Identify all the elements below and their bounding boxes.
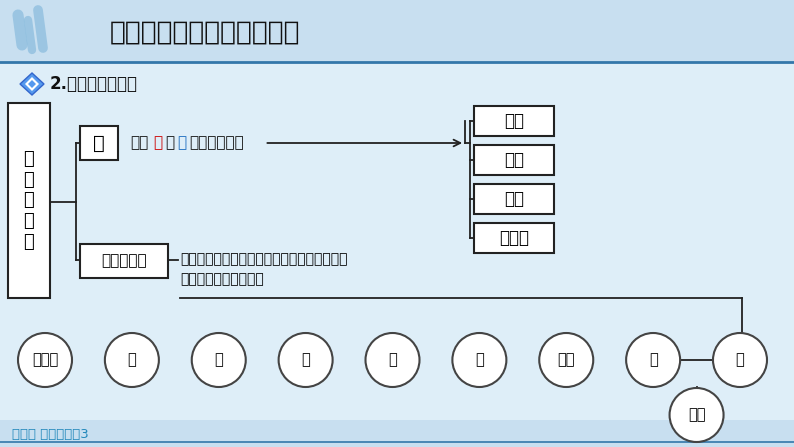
Text: 人教版 选择性必修3: 人教版 选择性必修3 bbox=[12, 429, 89, 442]
Text: 酚: 酚 bbox=[214, 353, 223, 367]
Circle shape bbox=[365, 333, 419, 387]
Text: 元素的有机物: 元素的有机物 bbox=[189, 135, 244, 151]
FancyBboxPatch shape bbox=[8, 103, 50, 298]
Text: 醛: 醛 bbox=[388, 353, 397, 367]
Text: 有
机
化
合
物: 有 机 化 合 物 bbox=[24, 150, 34, 251]
Circle shape bbox=[453, 333, 507, 387]
Text: 、: 、 bbox=[165, 135, 175, 151]
Text: 烯烃: 烯烃 bbox=[504, 151, 524, 169]
Circle shape bbox=[626, 333, 680, 387]
Text: 卤代烃: 卤代烃 bbox=[32, 353, 58, 367]
Text: 酯: 酯 bbox=[649, 353, 657, 367]
FancyBboxPatch shape bbox=[474, 145, 554, 175]
FancyBboxPatch shape bbox=[80, 126, 118, 160]
Text: 芳香烃: 芳香烃 bbox=[499, 229, 529, 247]
FancyBboxPatch shape bbox=[474, 223, 554, 253]
Text: 氢: 氢 bbox=[177, 135, 187, 151]
FancyBboxPatch shape bbox=[474, 106, 554, 136]
Text: 一、有机化合物的分类方法: 一、有机化合物的分类方法 bbox=[110, 20, 300, 46]
FancyBboxPatch shape bbox=[0, 0, 794, 62]
Text: 碳: 碳 bbox=[153, 135, 163, 151]
Text: 而生成的一系列化合物: 而生成的一系列化合物 bbox=[180, 272, 264, 286]
Text: 胺: 胺 bbox=[735, 353, 745, 367]
Text: 2.依据官能团分类: 2.依据官能团分类 bbox=[50, 75, 138, 93]
Text: 烷烃: 烷烃 bbox=[504, 112, 524, 130]
Text: 烃: 烃 bbox=[93, 134, 105, 152]
Text: 烃分子中的氢原子被其他原子或原子团所取代: 烃分子中的氢原子被其他原子或原子团所取代 bbox=[180, 252, 348, 266]
Circle shape bbox=[18, 333, 72, 387]
Circle shape bbox=[539, 333, 593, 387]
Text: 酰胺: 酰胺 bbox=[688, 408, 705, 422]
Text: 醜: 醜 bbox=[301, 353, 310, 367]
Polygon shape bbox=[25, 77, 39, 91]
Polygon shape bbox=[20, 73, 44, 95]
Text: 酮: 酮 bbox=[475, 353, 484, 367]
FancyBboxPatch shape bbox=[0, 420, 794, 447]
Text: 歺烃: 歺烃 bbox=[504, 190, 524, 208]
Text: 烃的衍生物: 烃的衍生物 bbox=[101, 253, 147, 269]
Circle shape bbox=[713, 333, 767, 387]
FancyBboxPatch shape bbox=[474, 184, 554, 214]
Polygon shape bbox=[28, 80, 36, 88]
Circle shape bbox=[191, 333, 246, 387]
Text: 醇: 醇 bbox=[128, 353, 137, 367]
Circle shape bbox=[669, 388, 723, 442]
Text: 只含: 只含 bbox=[130, 135, 148, 151]
Text: 罧酸: 罧酸 bbox=[557, 353, 575, 367]
FancyBboxPatch shape bbox=[80, 244, 168, 278]
Circle shape bbox=[279, 333, 333, 387]
Circle shape bbox=[105, 333, 159, 387]
